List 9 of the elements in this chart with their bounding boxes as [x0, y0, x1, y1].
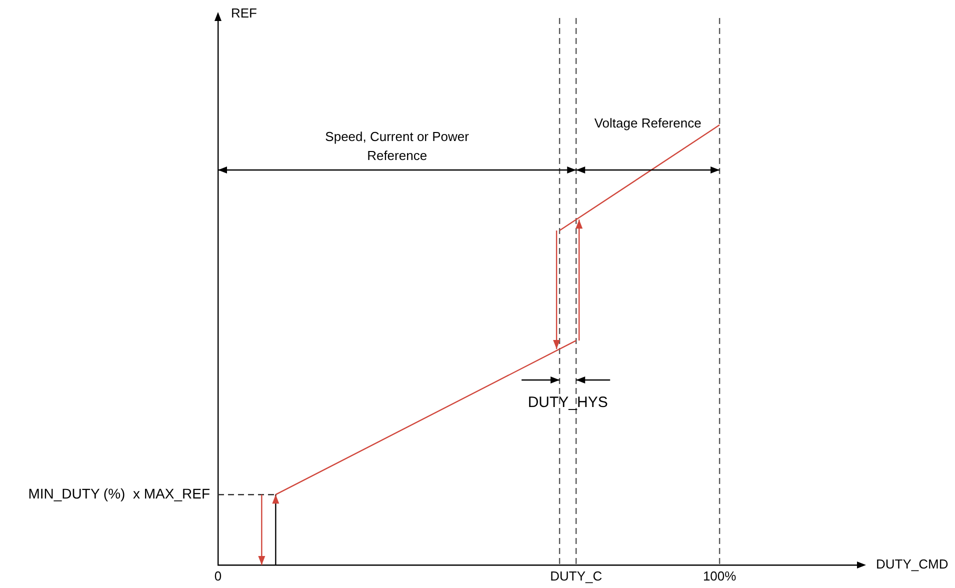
annotation: Speed, Current or Power Reference: [325, 129, 470, 164]
x-tick-label: DUTY_C: [550, 568, 602, 584]
ref-line-label: MIN_DUTY (%) x MAX_REF: [28, 485, 210, 502]
annotation: DUTY_HYS: [528, 394, 608, 412]
x-tick-label: 100%: [702, 568, 737, 584]
x-axis-title: DUTY_CMD: [876, 556, 948, 572]
x-tick-label: 0: [214, 568, 222, 584]
text: REF: [231, 6, 258, 21]
annotation: Voltage Reference: [594, 116, 702, 131]
